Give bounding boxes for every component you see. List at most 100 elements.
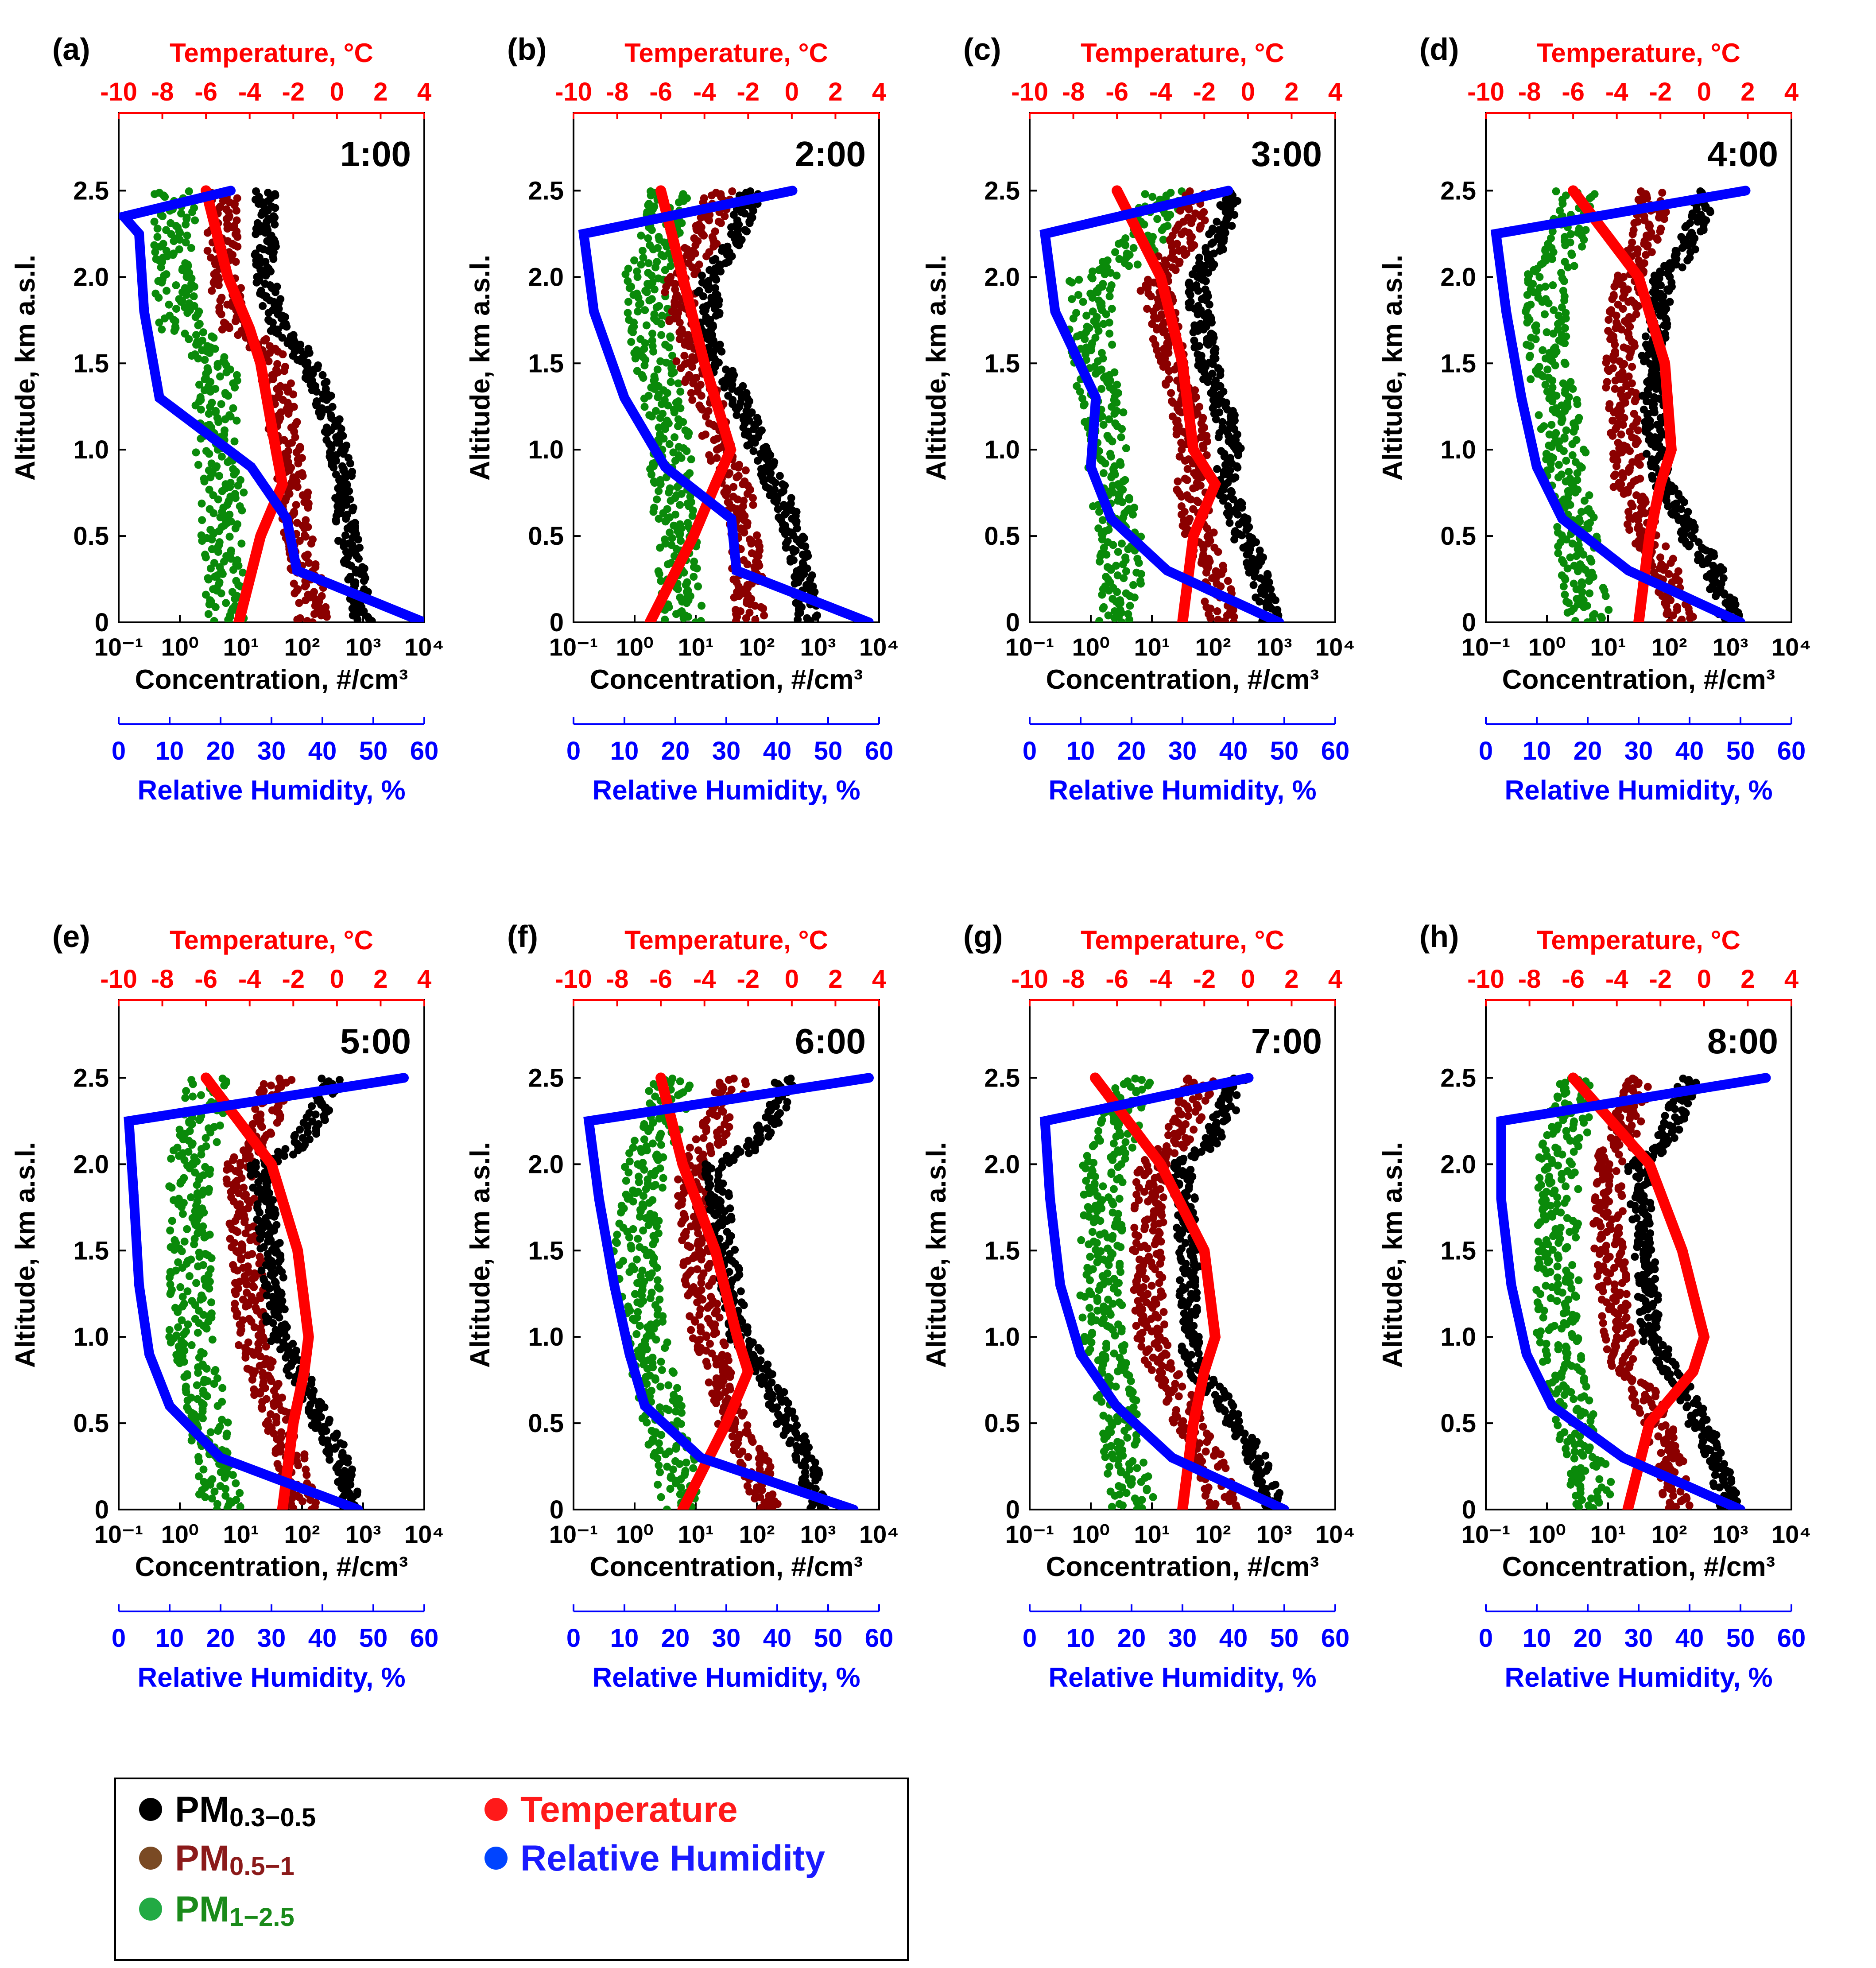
pm1-2.5-point [199,1261,207,1269]
pm0.3-0.5-point [261,1312,270,1320]
pm1-2.5-point [180,1237,189,1246]
pm1-2.5-point [1562,598,1571,606]
pm0.5-1-point [728,187,736,195]
pm0.3-0.5-point [348,468,357,476]
pm1-2.5-point [636,335,645,343]
pm0.3-0.5-point [789,545,797,553]
pm0.3-0.5-point [296,1126,304,1134]
pm1-2.5-point [1558,303,1566,311]
pm1-2.5-point [227,546,235,555]
pm0.5-1-point [1634,217,1642,226]
pm1-2.5-point [1559,379,1567,388]
altitude-tick-label: 2.0 [1440,263,1476,291]
pm1-2.5-point [163,287,171,295]
panel-letter: (a) [52,32,90,66]
pm1-2.5-point [1105,292,1114,300]
rh-tick-label: 40 [1675,737,1704,765]
pm1-2.5-point [1133,260,1142,269]
pm0.3-0.5-point [724,392,733,400]
pm0.3-0.5-point [1201,285,1209,294]
pm1-2.5-point [625,316,633,324]
temperature-tick-label: -8 [606,78,629,106]
pm1-2.5-point [1093,313,1101,321]
pm0.3-0.5-point [699,292,708,300]
pm0.5-1-point [680,352,689,360]
pm1-2.5-point [182,1087,190,1095]
pm1-2.5-point [177,1337,186,1345]
pm1-2.5-point [1094,524,1103,532]
pm1-2.5-point [1541,354,1550,363]
pm0.3-0.5-point [317,1413,325,1421]
pm0.5-1-point [1635,256,1643,264]
altitude-tick-label: 0 [1462,608,1476,637]
pm0.3-0.5-point [809,582,817,590]
pm1-2.5-point [1571,617,1580,622]
pm0.5-1-point [667,273,675,281]
pm1-2.5-point [172,305,180,313]
pm1-2.5-point [184,1320,192,1329]
pm1-2.5-point [1575,225,1583,233]
pm1-2.5-point [1124,610,1132,618]
pm1-2.5-point [195,307,203,316]
relative-humidity-line [1039,186,1284,622]
pm1-2.5-point [650,372,659,380]
panel-letter: (c) [963,32,1001,66]
pm0.5-1-point [1614,439,1622,447]
pm0.3-0.5-point [1194,350,1202,358]
pm0.3-0.5-point [335,415,344,423]
pm0.5-1-point [296,614,304,622]
pm1-2.5-point [153,225,162,233]
rh-tick-label: 60 [1321,737,1350,765]
pm0.5-1-point [729,575,738,584]
altitude-tick-label: 1.0 [528,435,564,464]
pm0.5-1-point [275,1074,283,1083]
pm0.5-1-point [705,451,713,459]
pm0.5-1-point [1179,245,1187,253]
pm1-2.5-point [1560,358,1569,367]
pm1-2.5-point [225,532,234,541]
rh-tick-label: 30 [257,1624,286,1653]
pm0.3-0.5-point [1719,574,1728,582]
temperature-tick-label: -8 [151,965,174,994]
pm0.3-0.5-point [770,458,779,466]
concentration-tick-label: 10³ [1713,633,1748,661]
pm0.5-1-point [1611,470,1620,479]
pm0.3-0.5-point [1717,563,1725,571]
pm0.3-0.5-point [269,212,278,221]
pm0.5-1-point [735,461,743,469]
pm1-2.5-point [231,489,239,498]
pm0.3-0.5-point [1224,479,1232,487]
pm0.5-1-point [1609,483,1618,491]
pm1-2.5-point [218,1416,226,1424]
pm0.3-0.5-point [252,1159,260,1167]
pm0.5-1-point [244,1338,252,1347]
concentration-axis-title: Concentration, #/cm³ [135,1552,408,1582]
pm1-2.5-point [216,1422,224,1431]
temperature-tick-label: -2 [736,78,760,106]
pm0.3-0.5-point [292,1347,301,1355]
pm1-2.5-point [1099,421,1108,429]
rh-tick-label: 60 [410,737,439,765]
pm1-2.5-point [178,1293,187,1301]
pm1-2.5-point [1095,617,1104,622]
pm0.3-0.5-point [1213,465,1221,473]
panel-time: 3:00 [1251,134,1322,174]
pm1-2.5-point [207,459,216,468]
pm1-2.5-point [1545,430,1554,439]
altitude-tick-label: 1.0 [73,1323,109,1351]
pm1-2.5-point [1586,555,1594,563]
pm0.5-1-point [1177,502,1186,511]
pm0.5-1-point [1620,343,1628,352]
pm1-2.5-point [165,300,173,309]
pm0.5-1-point [256,1253,264,1261]
pm0.3-0.5-point [1230,535,1239,543]
pm1-2.5-point [1581,226,1590,234]
pm0.3-0.5-point [274,1148,282,1156]
pm0.3-0.5-point [271,190,279,198]
pm0.5-1-point [741,466,750,474]
panel-time: 5:00 [340,1021,411,1061]
pm0.5-1-point [1657,225,1665,233]
pm1-2.5-point [181,330,189,338]
temperature-tick-label: 0 [330,78,344,106]
pm1-2.5-point [670,405,678,414]
